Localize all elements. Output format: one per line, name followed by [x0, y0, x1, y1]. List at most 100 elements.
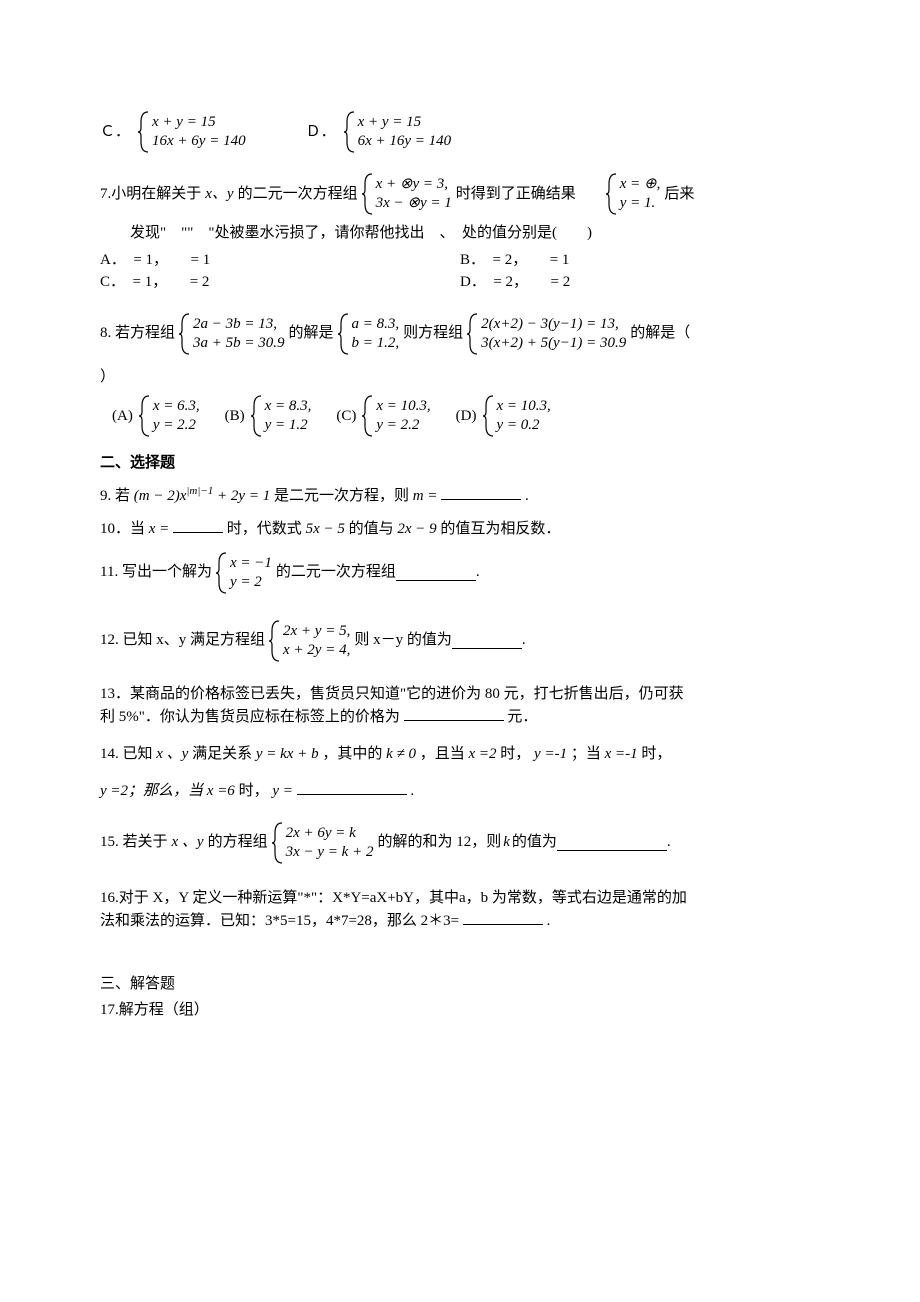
q14-l2-mid: 时， — [239, 783, 269, 799]
q8-optD-label: (D) — [456, 405, 477, 428]
q14-x1: x =-1 — [605, 746, 638, 762]
q14-line1: 14. 已知 x 、y 满足关系 y = kx + b ，其中的 k ≠ 0 ，… — [100, 743, 820, 766]
q-prev-options-cd: Ｃ． x + y = 15 16x + 6y = 140 Ｄ． x + y = … — [100, 110, 820, 154]
q8-option-a: (A) x = 6.3, y = 2.2 — [100, 394, 200, 438]
q8-mid1: 的解是 — [289, 322, 334, 345]
q7-option-c: C． = 1， = 2 — [100, 271, 460, 294]
q8-optA-label: (A) — [112, 405, 133, 428]
q7-line2: 发现" "" "处被墨水污损了，请你帮他找出 、 处的值分别是( ) — [130, 222, 820, 245]
q14-pre: 14. 已知 — [100, 746, 153, 762]
q14-x6: x =6 — [207, 783, 235, 799]
q15-blank — [557, 835, 667, 851]
q10-mid2: 的值与 — [349, 521, 394, 537]
q14-mid3: ，且当 — [420, 746, 465, 762]
q11-eq2: y = 2 — [230, 573, 272, 592]
q7-system2: x = ⊕, y = 1. — [606, 172, 661, 216]
q14-mid5: ；当 — [571, 746, 601, 762]
q8-close: ） — [100, 366, 820, 389]
q11-system: x = −1 y = 2 — [216, 551, 272, 595]
q7-mid: 时得到了正确结果 — [456, 183, 576, 206]
q15-mid: 的方程组 — [208, 831, 268, 854]
q8-sys1-eq2: 3a + 5b = 30.9 — [193, 334, 285, 353]
q13-blank — [404, 705, 504, 721]
q7-text1: 7.小明在解关于 — [100, 183, 201, 206]
question-16: 16.对于 X，Y 定义一种新运算"*"：X*Y=aX+bY，其中a，b 为常数… — [100, 887, 820, 933]
q9-blank — [441, 484, 521, 500]
q14-xy: x 、y — [156, 746, 188, 762]
q7-option-b: B． = 2， = 1 — [460, 249, 820, 272]
question-9: 9. 若 (m − 2)x|m|−1 + 2y = 1 是二元一次方程，则 m … — [100, 483, 820, 508]
q10-tail: 的值互为相反数． — [440, 521, 560, 537]
section-2-title: 二、选择题 — [100, 452, 820, 475]
q7-stem: 7.小明在解关于 x、y 的二元一次方程组 x + ⊗y = 3, 3x − ⊗… — [100, 172, 820, 216]
q9-expr-a: (m − 2)x — [134, 488, 187, 504]
q15-pre: 15. 若关于 — [100, 831, 168, 854]
option-c-eq1: x + y = 15 — [152, 113, 246, 132]
q13-line2-pre: 利 5%"．你认为售货员应标在标签上的价格为 — [100, 709, 400, 725]
question-12: 12. 已知 x、y 满足方程组 2x + y = 5, x + 2y = 4,… — [100, 619, 820, 663]
q11-eq1: x = −1 — [230, 554, 272, 573]
q14-line2: y =2；那么，当 x =6 时， y = . — [100, 779, 820, 803]
q14-tail1: 时， — [641, 746, 671, 762]
q16-end: . — [547, 913, 551, 929]
q14-l2-pre: y =2；那么，当 — [100, 783, 203, 799]
q15-eq2: 3x − y = k + 2 — [286, 843, 374, 862]
q10-e2: 2x − 9 — [397, 521, 436, 537]
q11-tail: 的二元一次方程组 — [276, 561, 396, 584]
q15-system: 2x + 6y = k 3x − y = k + 2 — [272, 821, 374, 865]
q12-end: . — [522, 629, 526, 652]
q7-sys1-eq2: 3x − ⊗y = 1 — [376, 194, 452, 213]
q7-tail: 后来 — [664, 183, 694, 206]
q8-option-c: (C) x = 10.3, y = 2.2 — [336, 394, 430, 438]
option-c-label: Ｃ． — [100, 121, 130, 144]
question-13: 13．某商品的价格标签已丢失，售货员只知道"它的进价为 80 元，打七折售出后，… — [100, 683, 820, 729]
q13-line2: 利 5%"．你认为售货员应标在标签上的价格为 元． — [100, 705, 820, 729]
q8-option-b: (B) x = 8.3, y = 1.2 — [225, 394, 312, 438]
q16-blank — [463, 909, 543, 925]
q14-mid4: 时， — [500, 746, 530, 762]
question-17: 17.解方程（组） — [100, 999, 820, 1022]
question-7: 7.小明在解关于 x、y 的二元一次方程组 x + ⊗y = 3, 3x − ⊗… — [100, 172, 820, 294]
q12-system: 2x + y = 5, x + 2y = 4, — [269, 619, 350, 663]
q14-x2: x =2 — [469, 746, 497, 762]
q8-optD-eq2: y = 0.2 — [497, 416, 551, 435]
q9-expr-b: + 2y = 1 — [213, 488, 270, 504]
q8-optB-eq1: x = 8.3, — [265, 397, 312, 416]
q12-eq1: 2x + y = 5, — [283, 622, 350, 641]
question-15: 15. 若关于 x 、y 的方程组 2x + 6y = k 3x − y = k… — [100, 821, 820, 865]
q7-vars: x、y — [205, 183, 233, 206]
q8-mid2: 则方程组 — [403, 322, 463, 345]
question-14: 14. 已知 x 、y 满足关系 y = kx + b ，其中的 k ≠ 0 ，… — [100, 743, 820, 803]
q7-sys2-eq2: y = 1. — [620, 194, 661, 213]
q8-optC-eq1: x = 10.3, — [376, 397, 430, 416]
q8-sys2-eq2: 3(x+2) + 5(y−1) = 30.9 — [481, 334, 626, 353]
q14-rel: y = kx + b — [256, 746, 319, 762]
q8-system1: 2a − 3b = 13, 3a + 5b = 30.9 — [179, 312, 285, 356]
q16-line1: 16.对于 X，Y 定义一种新运算"*"：X*Y=aX+bY，其中a，b 为常数… — [100, 887, 820, 910]
q8-text1: 8. 若方程组 — [100, 322, 175, 345]
q11-blank — [396, 565, 476, 581]
q9-post: 是二元一次方程，则 — [274, 488, 409, 504]
option-d-eq1: x + y = 15 — [358, 113, 452, 132]
q9-end: . — [525, 488, 529, 504]
q10-pre: 10．当 — [100, 521, 145, 537]
option-c: Ｃ． x + y = 15 16x + 6y = 140 — [100, 110, 246, 154]
q8-options: (A) x = 6.3, y = 2.2 (B) x = 8.3, y = 1.… — [100, 394, 820, 438]
q12-mid: 则 x－y 的值为 — [354, 629, 452, 652]
q10-blank — [173, 517, 223, 533]
document-page: Ｃ． x + y = 15 16x + 6y = 140 Ｄ． x + y = … — [0, 0, 920, 1302]
option-d-system: x + y = 15 6x + 16y = 140 — [344, 110, 452, 154]
question-11: 11. 写出一个解为 x = −1 y = 2 的二元一次方程组 . — [100, 551, 820, 595]
q8-optB-label: (B) — [225, 405, 245, 428]
q8-sys1-eq1: 2a − 3b = 13, — [193, 315, 285, 334]
q12-blank — [452, 633, 522, 649]
q12-pre: 12. 已知 x、y 满足方程组 — [100, 629, 265, 652]
q9-exp: |m|−1 — [186, 485, 213, 497]
q8-sys2-eq1: 2(x+2) − 3(y−1) = 13, — [481, 315, 626, 334]
q14-end: . — [410, 783, 414, 799]
q7-option-a: A． = 1， = 1 — [100, 249, 460, 272]
q7-sys2-eq1: x = ⊕, — [620, 175, 661, 194]
q8-sol1-eq2: b = 1.2, — [352, 334, 400, 353]
q9-m: m = — [413, 488, 438, 504]
q14-mid1: 满足关系 — [192, 746, 252, 762]
